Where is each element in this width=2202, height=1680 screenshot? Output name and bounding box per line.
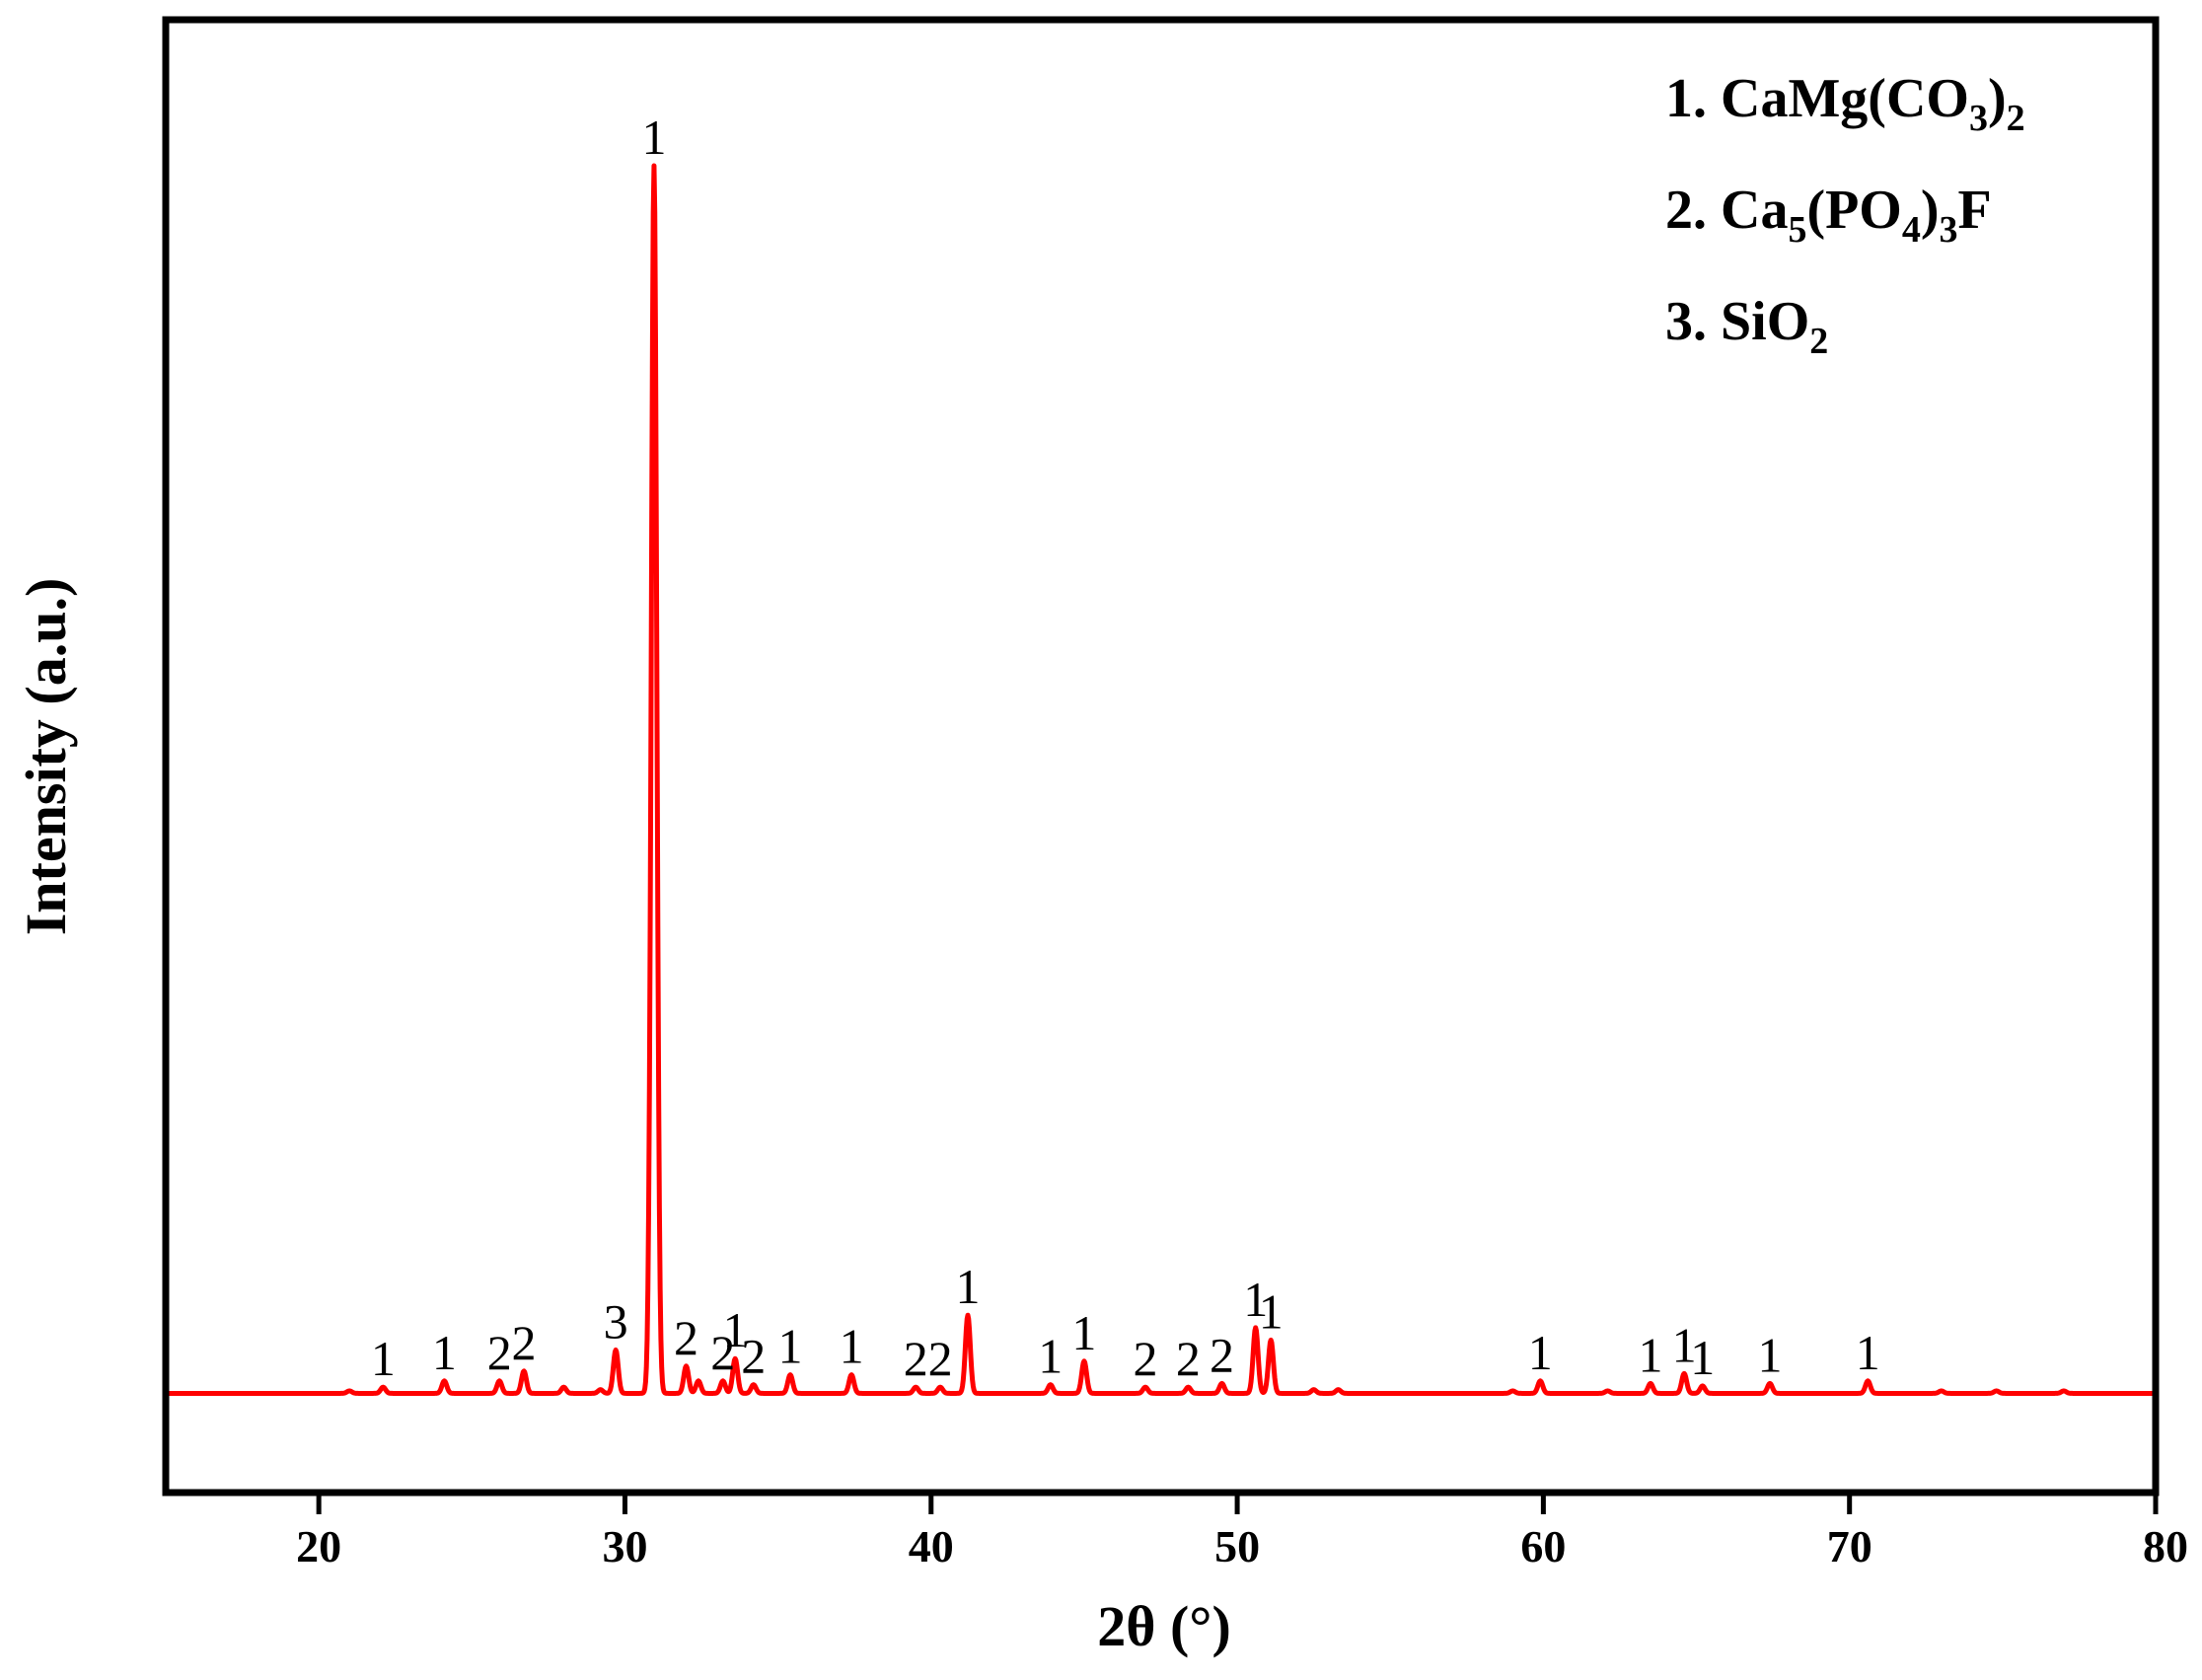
legend-formula-text: F bbox=[1958, 180, 1992, 241]
x-tick-label: 50 bbox=[1214, 1521, 1260, 1571]
peak-label: 2 bbox=[904, 1331, 928, 1386]
legend-subscript: 2 bbox=[1809, 321, 1828, 362]
x-ticks: 20 30 40 50 60 70 80 bbox=[296, 1493, 2188, 1571]
peak-label: 3 bbox=[604, 1293, 628, 1349]
peak-label: 2 bbox=[1133, 1331, 1157, 1386]
peak-label: 2 bbox=[1210, 1327, 1234, 1382]
legend-entry-3: 3. SiO2 bbox=[1665, 291, 1828, 362]
legend-entry-number: 1. bbox=[1665, 68, 1721, 129]
xrd-pattern-line bbox=[164, 163, 2158, 1396]
peak-label: 1 bbox=[1672, 1317, 1697, 1372]
peak-label: 1 bbox=[778, 1319, 803, 1374]
peak-label: 1 bbox=[1690, 1330, 1715, 1385]
peak-label: 1 bbox=[723, 1302, 748, 1357]
peak-label: 1 bbox=[956, 1259, 981, 1314]
peak-label: 2 bbox=[487, 1325, 512, 1380]
x-tick-label: 80 bbox=[2143, 1521, 2188, 1571]
legend-subscript: 4 bbox=[1902, 209, 1921, 251]
legend-subscript: 3 bbox=[1969, 98, 1988, 139]
legend-formula-text: (PO bbox=[1806, 180, 1901, 241]
peak-label: 1 bbox=[1038, 1329, 1063, 1384]
peak-label: 1 bbox=[1638, 1327, 1662, 1382]
peak-label: 1 bbox=[371, 1331, 396, 1386]
legend-subscript: 3 bbox=[1940, 209, 1958, 251]
x-tick-label: 60 bbox=[1520, 1521, 1566, 1571]
x-tick-label: 30 bbox=[602, 1521, 647, 1571]
x-tick-label: 40 bbox=[909, 1521, 954, 1571]
peak-label: 1 bbox=[1259, 1283, 1284, 1339]
peak-label: 1 bbox=[1528, 1325, 1553, 1380]
axes bbox=[162, 16, 2160, 1497]
plot-area bbox=[164, 163, 2158, 1396]
x-axis-title: 2θ (°) bbox=[1097, 1594, 1231, 1658]
x-tick-label: 70 bbox=[1827, 1521, 1872, 1571]
peak-label: 1 bbox=[1758, 1327, 1783, 1382]
peak-label: 1 bbox=[1243, 1272, 1268, 1327]
plot-frame bbox=[162, 16, 2160, 1497]
legend-entry-1: 1. CaMg(CO3)2 bbox=[1665, 68, 2025, 139]
peak-label: 2 bbox=[710, 1325, 735, 1380]
legend-formula-text: ) bbox=[1921, 180, 1940, 241]
y-axis-title: Intensity (a.u.) bbox=[14, 578, 78, 936]
peak-label: 2 bbox=[674, 1310, 698, 1365]
legend-entry-number: 3. bbox=[1665, 291, 1721, 352]
peak-label: 2 bbox=[512, 1315, 537, 1370]
legend: 1. CaMg(CO3)22. Ca5(PO4)3F3. SiO2 bbox=[1665, 68, 2025, 362]
legend-formula-text: Ca bbox=[1721, 180, 1788, 241]
peak-label: 1 bbox=[432, 1325, 457, 1380]
peak-label: 1 bbox=[1856, 1325, 1880, 1380]
legend-entry-2: 2. Ca5(PO4)3F bbox=[1665, 180, 1992, 251]
legend-formula-text: ) bbox=[1988, 68, 2007, 129]
x-tick-label: 20 bbox=[296, 1521, 341, 1571]
peak-label: 1 bbox=[641, 110, 666, 165]
legend-formula-text: SiO bbox=[1721, 291, 1809, 352]
legend-subscript: 2 bbox=[2007, 98, 2025, 139]
legend-formula-text: CaMg(CO bbox=[1721, 68, 1969, 129]
peak-label: 2 bbox=[741, 1329, 766, 1384]
peak-label: 1 bbox=[1071, 1305, 1096, 1360]
legend-subscript: 5 bbox=[1788, 209, 1806, 251]
peak-label: 1 bbox=[840, 1319, 864, 1374]
legend-entry-number: 2. bbox=[1665, 180, 1721, 241]
peak-label: 2 bbox=[928, 1331, 953, 1386]
peak-label: 2 bbox=[1176, 1331, 1201, 1386]
